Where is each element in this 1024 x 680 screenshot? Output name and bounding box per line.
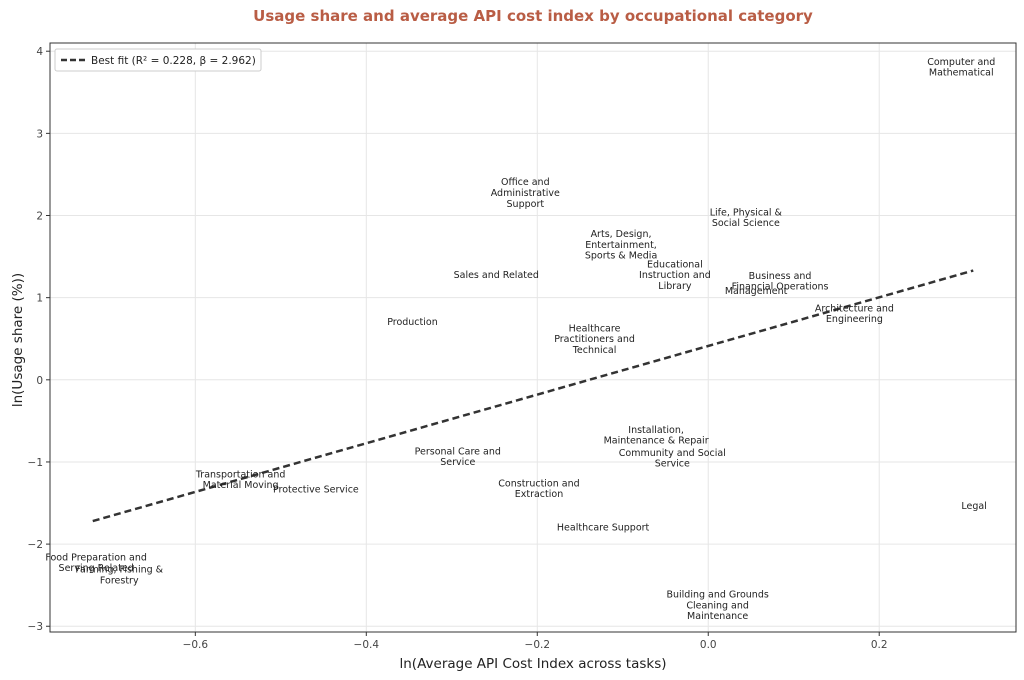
x-tick-label: 0.2 xyxy=(871,639,888,651)
chart-title: Usage share and average API cost index b… xyxy=(253,7,813,25)
point-label: Legal xyxy=(961,501,986,512)
point-label: Arts, Design, Entertainment, Sports & Medi… xyxy=(585,229,657,262)
point-label: Healthcare Practitioners and Technical xyxy=(554,323,635,356)
point-label-line: Administrative xyxy=(491,188,560,199)
point-label-line: Business and xyxy=(749,271,812,282)
point-label-line: Serving Related xyxy=(59,563,134,574)
point-label: Life, Physical & Social Science xyxy=(710,207,783,229)
point-label-line: Building and Grounds xyxy=(666,590,768,601)
legend: Best fit (R² = 0.228, β = 2.962) xyxy=(54,48,262,72)
point-label-line: Legal xyxy=(961,501,986,512)
x-tick-label: −0.2 xyxy=(525,639,551,651)
point-label: Office and Administrative Support xyxy=(491,177,560,210)
grid xyxy=(50,43,1016,632)
point-label-line: Educational xyxy=(647,259,703,270)
y-tick-label: 2 xyxy=(36,211,43,223)
point-label: Transportation and Material Moving xyxy=(195,469,286,491)
point-label-line: Management xyxy=(725,286,788,297)
fit-line xyxy=(92,269,974,523)
point-label-line: Office and xyxy=(501,177,550,188)
y-tick-label: 4 xyxy=(36,46,43,58)
point-label: Business and xyxy=(749,271,812,282)
point-label-line: Service xyxy=(655,459,690,470)
point-label-line: Material Moving xyxy=(203,480,279,491)
point-label-line: Social Science xyxy=(712,218,780,229)
point-label-line: Computer and xyxy=(927,57,995,68)
point-label-line: Engineering xyxy=(826,314,883,325)
point-label-line: Service xyxy=(440,457,475,468)
point-label-line: Installation, xyxy=(628,425,684,436)
axis-ticks: −0.6 −0.4 −0.2 0.0 0.2 −3 −2 −1 0 1 2 3 4 xyxy=(28,46,888,651)
point-label: Construction and Extraction xyxy=(498,478,579,500)
point-label-line: Forestry xyxy=(100,575,139,586)
point-label-line: Support xyxy=(507,199,545,210)
point-label-line: Maintenance & Repair xyxy=(604,436,709,447)
point-label-line: Community and Social xyxy=(619,448,726,459)
point-label-line: Entertainment, xyxy=(585,240,657,251)
point-label: Production xyxy=(387,317,438,328)
point-label: Financial Operations xyxy=(732,282,829,293)
point-label-line: Sales and Related xyxy=(454,270,539,281)
plot-frame xyxy=(49,42,1017,633)
point-label-line: Instruction and xyxy=(639,270,711,281)
y-tick-label: −1 xyxy=(28,457,43,469)
point-label: Protective Service xyxy=(273,485,359,496)
point-label: Farming, Fishing & Forestry xyxy=(75,565,163,587)
point-labels: Computer and Mathematical Office and Admini… xyxy=(45,57,995,622)
point-label-line: Sports & Media xyxy=(585,251,657,262)
legend-fit-label: Best fit (R² = 0.228, β = 2.962) xyxy=(91,55,256,67)
point-label-line: Mathematical xyxy=(929,68,994,79)
point-label: Computer and Mathematical xyxy=(927,57,995,79)
point-label: Architecture and Engineering xyxy=(815,303,894,325)
point-label-line: Production xyxy=(387,317,438,328)
y-tick-label: −2 xyxy=(28,539,43,551)
x-tick-label: −0.6 xyxy=(183,639,209,651)
point-label-line: Life, Physical & xyxy=(710,207,783,218)
point-label-line: Protective Service xyxy=(273,485,359,496)
fit-line-group xyxy=(92,269,974,523)
point-label: Installation, Maintenance & Repair xyxy=(604,425,709,447)
point-label: Personal Care and Service xyxy=(415,446,501,468)
point-label: Educational Instruction and Library xyxy=(639,259,711,292)
x-tick-label: −0.4 xyxy=(354,639,380,651)
point-label: Building and Grounds Cleaning and Maintena… xyxy=(666,590,768,623)
point-label-line: Construction and xyxy=(498,478,579,489)
point-label: Sales and Related xyxy=(454,270,539,281)
point-label-line: Architecture and xyxy=(815,303,894,314)
point-label-line: Practitioners and xyxy=(554,334,635,345)
point-label-line: Cleaning and xyxy=(686,600,749,611)
point-label: Management xyxy=(725,286,788,297)
point-label-line: Arts, Design, xyxy=(591,229,652,240)
y-tick-label: 1 xyxy=(36,293,43,305)
point-label: Community and Social Service xyxy=(619,448,726,470)
y-tick-label: 3 xyxy=(36,128,43,140)
y-tick-label: −3 xyxy=(28,621,43,633)
point-label-line: Extraction xyxy=(515,489,564,500)
point-label-line: Food Preparation and xyxy=(45,552,147,563)
point-label-line: Maintenance xyxy=(687,611,748,622)
point-label-line: Transportation and xyxy=(195,469,286,480)
y-axis-label: ln(Usage share (%)) xyxy=(10,273,26,407)
point-label-line: Library xyxy=(658,281,692,292)
point-label-line: Farming, Fishing & xyxy=(75,565,163,576)
legend-box xyxy=(54,48,262,72)
point-label-line: Personal Care and xyxy=(415,446,501,457)
x-axis-label: ln(Average API Cost Index across tasks) xyxy=(400,656,667,672)
x-tick-label: 0.0 xyxy=(700,639,717,651)
point-label-line: Technical xyxy=(572,345,617,356)
point-label-line: Healthcare xyxy=(569,323,621,334)
point-label-line: Financial Operations xyxy=(732,282,829,293)
point-label: Food Preparation and Serving Related xyxy=(45,552,147,574)
point-label: Healthcare Support xyxy=(557,522,650,533)
point-label-line: Healthcare Support xyxy=(557,522,650,533)
y-tick-label: 0 xyxy=(36,375,43,387)
